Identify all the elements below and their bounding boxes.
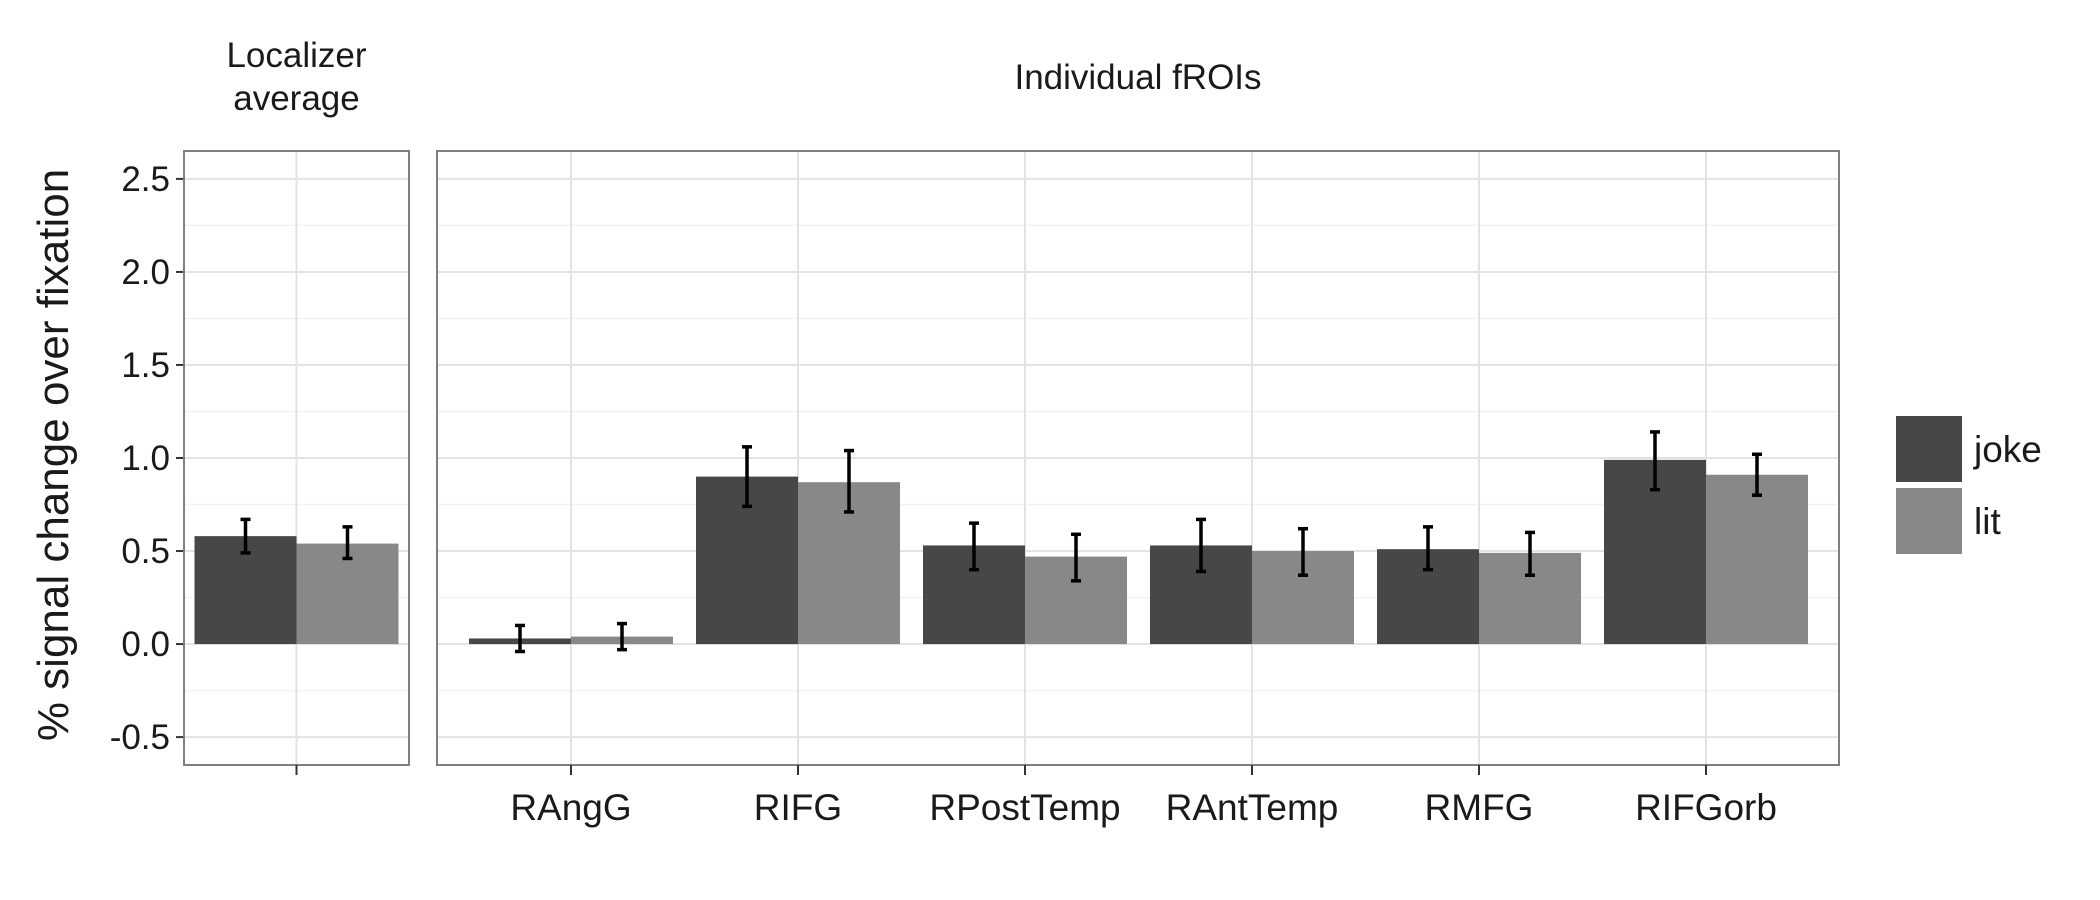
x-tick-label: RPostTemp <box>929 787 1120 828</box>
legend-key-joke <box>1896 416 1962 482</box>
bar-lit <box>296 543 399 645</box>
y-tick-label: 0.0 <box>121 625 170 664</box>
y-tick-label: 0.5 <box>121 532 170 571</box>
panel-border <box>436 150 1840 766</box>
panel-title: average <box>233 79 359 118</box>
legend-label-joke: joke <box>1973 429 2042 470</box>
panel-title: Individual fROIs <box>1014 58 1261 97</box>
x-tick-label: RIFG <box>754 787 842 828</box>
x-tick-label: RAntTemp <box>1166 787 1339 828</box>
y-tick-label: 2.0 <box>121 253 170 292</box>
bar-lit <box>1706 474 1808 645</box>
x-tick-label: RIFGorb <box>1635 787 1777 828</box>
legend-label-lit: lit <box>1974 501 2001 542</box>
y-tick-label: 1.5 <box>121 346 170 385</box>
panel-title: Localizer <box>226 36 366 75</box>
x-tick-label: RAngG <box>510 787 631 828</box>
y-axis-label: % signal change over fixation <box>29 169 78 741</box>
legend-key-lit <box>1896 488 1962 554</box>
x-tick-label: RMFG <box>1425 787 1534 828</box>
y-tick-label: 2.5 <box>121 160 170 199</box>
y-tick-label: 1.0 <box>121 439 170 478</box>
y-tick-label: -0.5 <box>110 718 170 757</box>
